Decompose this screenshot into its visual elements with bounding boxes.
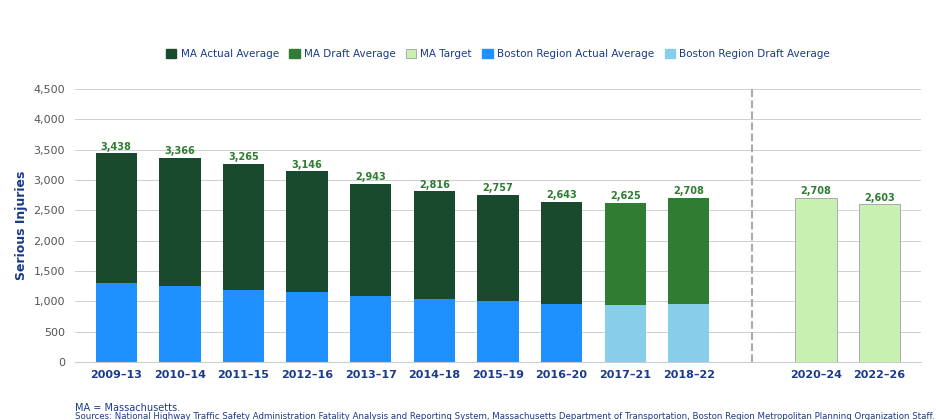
Text: 1,300: 1,300 [101, 318, 132, 328]
Bar [95, 153, 137, 362]
Bar [159, 158, 200, 362]
Bar [414, 191, 455, 362]
Bar [350, 296, 391, 362]
Bar [223, 290, 264, 362]
Y-axis label: Serious Injuries: Serious Injuries [15, 171, 28, 280]
Bar [668, 304, 709, 362]
Text: 956: 956 [551, 328, 572, 338]
Bar [286, 292, 328, 362]
Bar [605, 305, 646, 362]
Bar [668, 198, 709, 362]
Text: 1,157: 1,157 [292, 322, 323, 332]
Text: 2,708: 2,708 [673, 186, 704, 196]
Text: 1,040: 1,040 [419, 326, 449, 336]
Bar [223, 164, 264, 362]
Bar [541, 304, 582, 362]
Text: 1,085: 1,085 [356, 324, 387, 334]
Bar [541, 202, 582, 362]
Text: 941: 941 [615, 328, 636, 339]
Text: 1,015: 1,015 [483, 326, 513, 336]
Bar [414, 299, 455, 362]
Text: 3,366: 3,366 [165, 146, 196, 156]
Text: 2,643: 2,643 [547, 190, 577, 200]
Bar [350, 184, 391, 362]
Text: 2,943: 2,943 [356, 172, 386, 182]
Text: 2,816: 2,816 [419, 180, 450, 190]
Text: MA = Massachusetts.: MA = Massachusetts. [75, 403, 180, 413]
Text: 3,265: 3,265 [228, 152, 259, 163]
Bar [477, 195, 519, 362]
Text: 3,438: 3,438 [101, 142, 132, 152]
Text: 2,708: 2,708 [800, 186, 831, 196]
Bar [859, 204, 900, 362]
Text: 1,192: 1,192 [228, 321, 259, 331]
Text: 2,625: 2,625 [610, 191, 640, 201]
Bar [95, 283, 137, 362]
Bar [477, 301, 519, 362]
Bar [605, 203, 646, 362]
Text: 961: 961 [679, 328, 699, 338]
Bar [286, 171, 328, 362]
Text: 2,603: 2,603 [864, 193, 895, 202]
Text: 1,250: 1,250 [165, 319, 196, 329]
Text: 3,146: 3,146 [292, 160, 323, 170]
Bar [159, 286, 200, 362]
Legend: MA Actual Average, MA Draft Average, MA Target, Boston Region Actual Average, Bo: MA Actual Average, MA Draft Average, MA … [162, 45, 834, 63]
Text: 2,757: 2,757 [483, 183, 513, 193]
Bar [796, 198, 837, 362]
Text: Sources: National Highway Traffic Safety Administration Fatality Analysis and Re: Sources: National Highway Traffic Safety… [75, 412, 934, 420]
